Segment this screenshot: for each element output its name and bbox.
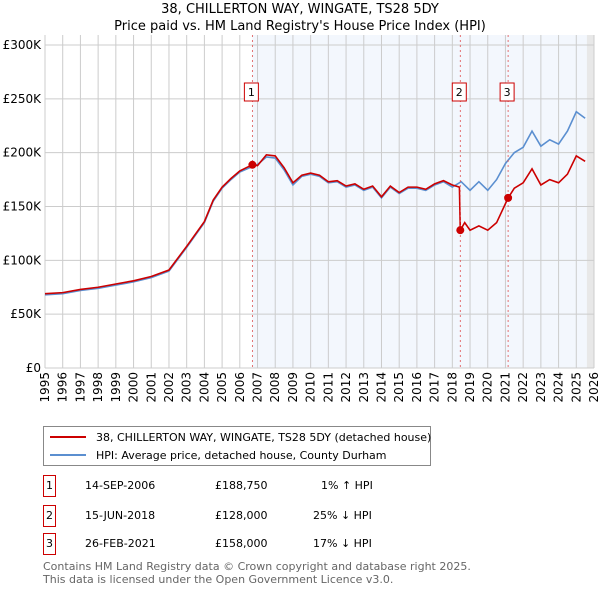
marker-badge: 1 — [43, 475, 56, 497]
sale-point — [504, 193, 513, 202]
y-tick-label: £50K — [10, 307, 42, 321]
y-tick-label: £300K — [3, 38, 43, 52]
x-tick-label: 2002 — [162, 372, 176, 403]
x-tick-label: 1997 — [73, 372, 87, 403]
legend-label: HPI: Average price, detached house, Coun… — [96, 448, 387, 462]
future-hatch-region — [586, 35, 594, 368]
marker-badge: 3 — [43, 533, 56, 555]
y-tick-label: £0 — [26, 361, 41, 375]
x-tick-label: 2008 — [268, 372, 282, 403]
x-tick-label: 2021 — [498, 372, 512, 403]
x-tick-label: 1995 — [38, 372, 52, 403]
legend-item-hpi: HPI: Average price, detached house, Coun… — [50, 447, 387, 463]
x-tick-label: 2023 — [534, 372, 548, 403]
transaction-row: 3 26-FEB-2021 £158,000 17% ↓ HPI — [43, 533, 443, 555]
sale-label-box — [451, 82, 467, 102]
transaction-row: 1 14-SEP-2006 £188,750 1% ↑ HPI — [43, 475, 443, 497]
x-tick-label: 2011 — [321, 372, 335, 403]
transaction-hpi: 17% ↓ HPI — [313, 537, 372, 550]
legend-label: 38, CHILLERTON WAY, WINGATE, TS28 5DY (d… — [96, 430, 432, 444]
x-tick-label: 2014 — [374, 372, 388, 403]
x-tick-label: 1999 — [109, 372, 123, 403]
x-tick-label: 2025 — [569, 372, 583, 403]
transaction-date: 26-FEB-2021 — [85, 537, 156, 550]
transaction-row: 2 15-JUN-2018 £128,000 25% ↓ HPI — [43, 505, 443, 527]
legend: 38, CHILLERTON WAY, WINGATE, TS28 5DY (d… — [43, 426, 431, 466]
legend-swatch-blue — [50, 454, 86, 456]
chart-subtitle: Price paid vs. HM Land Registry's House … — [114, 19, 486, 34]
sale-label-box — [499, 82, 515, 102]
transaction-price: £128,000 — [215, 509, 268, 522]
footer-line: Contains HM Land Registry data © Crown c… — [43, 560, 471, 573]
x-tick-label: 2013 — [357, 372, 371, 403]
x-tick-label: 1998 — [91, 372, 105, 403]
marker-badge: 2 — [43, 505, 56, 527]
x-tick-label: 2012 — [339, 372, 353, 403]
x-tick-label: 2001 — [144, 372, 158, 403]
footer: Contains HM Land Registry data © Crown c… — [43, 560, 471, 586]
transaction-price: £158,000 — [215, 537, 268, 550]
y-tick-label: £150K — [3, 200, 43, 214]
x-tick-label: 2022 — [516, 372, 530, 403]
footer-line: This data is licensed under the Open Gov… — [43, 573, 394, 586]
transaction-price: £188,750 — [215, 479, 268, 492]
y-tick-label: £250K — [3, 92, 43, 106]
x-tick-label: 2010 — [304, 372, 318, 403]
x-tick-label: 2016 — [410, 372, 424, 403]
x-tick-label: 2018 — [445, 372, 459, 403]
x-tick-label: 2009 — [286, 372, 300, 403]
sale-label: 3 — [504, 86, 511, 99]
x-tick-label: 2007 — [251, 372, 265, 403]
x-tick-label: 2026 — [587, 372, 600, 403]
legend-swatch-red — [50, 436, 86, 438]
sale-label: 2 — [456, 86, 463, 99]
transaction-date: 15-JUN-2018 — [85, 509, 156, 522]
x-tick-label: 2024 — [552, 372, 566, 403]
x-tick-label: 2006 — [233, 372, 247, 403]
x-tick-label: 2019 — [463, 372, 477, 403]
x-tick-label: 2003 — [180, 372, 194, 403]
x-tick-label: 2000 — [127, 372, 141, 403]
post-sale-shading — [252, 35, 587, 368]
x-tick-label: 1996 — [56, 372, 70, 403]
transaction-hpi: 1% ↑ HPI — [321, 479, 373, 492]
y-tick-label: £200K — [3, 146, 43, 160]
y-tick-label: £100K — [3, 253, 43, 267]
sale-point — [248, 160, 257, 169]
x-tick-label: 2020 — [481, 372, 495, 403]
sale-point — [456, 226, 465, 235]
chart-title: 38, CHILLERTON WAY, WINGATE, TS28 5DY — [161, 2, 439, 17]
x-tick-label: 2015 — [392, 372, 406, 403]
line-chart: 1995 1996 1997 1998 1999 2000 2001 2002 2003 2004… — [3, 35, 600, 403]
transaction-date: 14-SEP-2006 — [85, 479, 156, 492]
x-tick-label: 2017 — [428, 372, 442, 403]
sale-label: 1 — [248, 86, 255, 99]
x-tick-label: 2005 — [215, 372, 229, 403]
x-tick-label: 2004 — [197, 372, 211, 403]
legend-item-property: 38, CHILLERTON WAY, WINGATE, TS28 5DY (d… — [50, 429, 431, 445]
transaction-hpi: 25% ↓ HPI — [313, 509, 372, 522]
sale-label-box — [243, 82, 259, 102]
